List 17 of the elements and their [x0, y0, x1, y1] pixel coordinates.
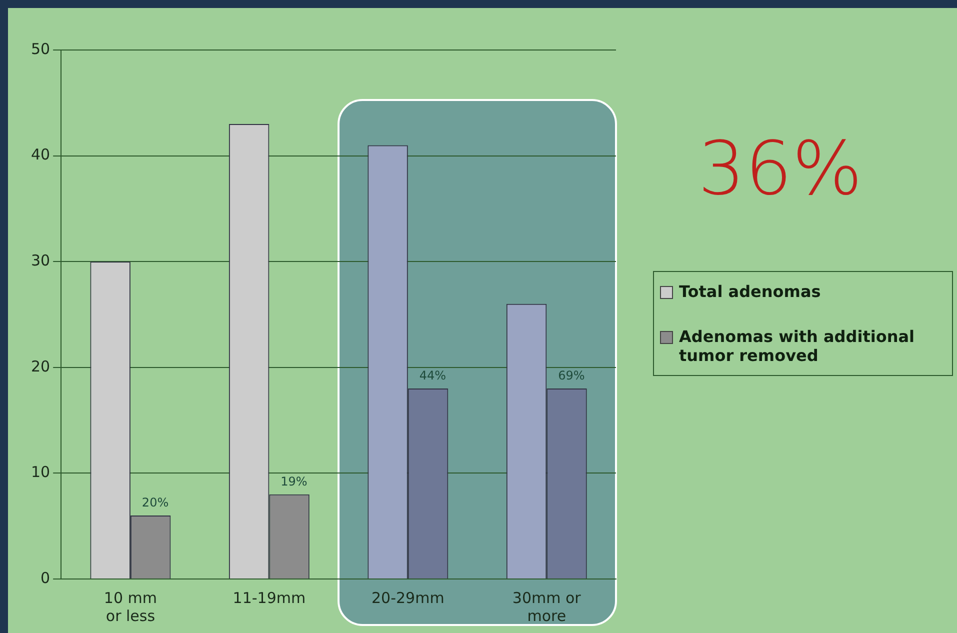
annotation: 20% — [142, 496, 169, 510]
y-tick-label: 40 — [30, 146, 50, 164]
x-tick-label: 10 mm or less — [104, 588, 157, 625]
y-tick-label: 30 — [30, 251, 50, 270]
x-tick-label: 30mm or more — [512, 588, 582, 625]
text: 36% — [698, 126, 862, 212]
legend-label: Total adenomas — [679, 282, 821, 301]
y-tick-label: 50 — [30, 40, 50, 58]
x-tick-label: 11-19mm — [232, 588, 306, 607]
x-tick-label: 20-29mm — [372, 588, 444, 607]
legend-label: Adenomas with additional tumor removed — [679, 327, 916, 365]
y-tick-label: 0 — [40, 568, 50, 587]
annotation: 44% — [419, 368, 446, 383]
y-tick-label: 20 — [30, 357, 50, 376]
annotation: 69% — [558, 368, 585, 383]
annotation: 19% — [280, 474, 308, 488]
y-tick-label: 10 — [30, 463, 50, 482]
